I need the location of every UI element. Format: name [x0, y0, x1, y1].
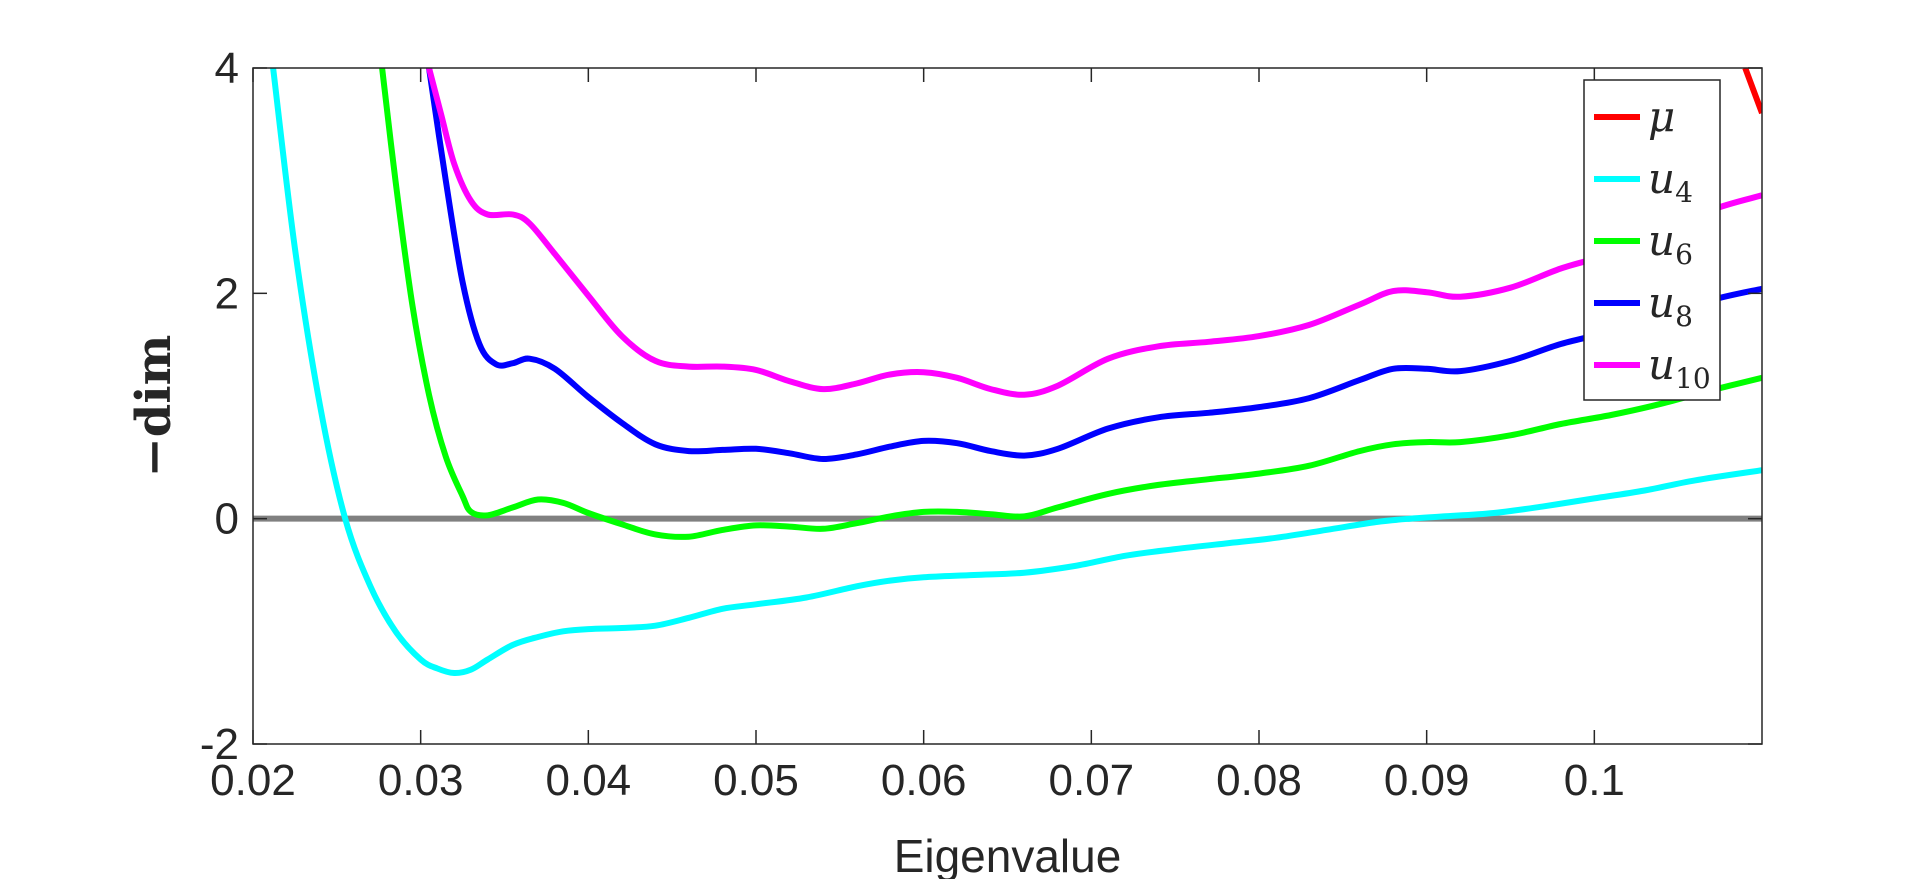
legend-entry: μ: [1594, 92, 1675, 141]
legend-label: u10: [1648, 340, 1711, 395]
plot-frame: [252, 67, 1763, 745]
legend-box: [1583, 79, 1721, 401]
legend-entry: u4: [1594, 154, 1693, 209]
x-axis-title: Eigenvalue: [894, 830, 1122, 879]
legend-entry: u10: [1594, 340, 1711, 395]
x-tick-label: 0.1: [1564, 756, 1625, 805]
x-tick-label: 0.03: [378, 756, 464, 805]
series-line-u8: [426, 68, 1762, 463]
legend-label: u8: [1648, 278, 1693, 333]
series-line-u4: [270, 68, 1762, 677]
x-tick-label: 0.08: [1216, 756, 1302, 805]
y-axis-title: −dim: [126, 335, 182, 478]
y-tick-label: 0: [215, 495, 239, 544]
y-tick-label: 2: [215, 269, 239, 318]
series-layer: [270, 68, 1762, 677]
legend-label: u4: [1648, 154, 1693, 209]
tick-layer: 0.02 0.03 0.04 0.05 0.06 0.07 0.08 0.09 0.1 -2 0 2 4: [200, 44, 1762, 805]
legend-entry: u8: [1594, 278, 1693, 333]
series-line-u6: [379, 68, 1762, 540]
x-tick-label: 0.06: [881, 756, 967, 805]
y-tick-label: 4: [215, 44, 239, 93]
x-tick-label: 0.05: [713, 756, 799, 805]
legend-label: u6: [1648, 216, 1693, 271]
legend-entry: u6: [1594, 216, 1693, 271]
y-tick-label: -2: [200, 720, 239, 769]
legend-label: μ: [1648, 92, 1675, 141]
x-tick-label: 0.07: [1049, 756, 1135, 805]
x-tick-label: 0.02: [210, 756, 296, 805]
series-line-: [1742, 68, 1762, 115]
series-line-u10: [426, 68, 1762, 398]
x-tick-label: 0.09: [1384, 756, 1470, 805]
legend: μ u4 u6 u8 u10: [1583, 79, 1721, 401]
x-tick-label: 0.04: [546, 756, 632, 805]
